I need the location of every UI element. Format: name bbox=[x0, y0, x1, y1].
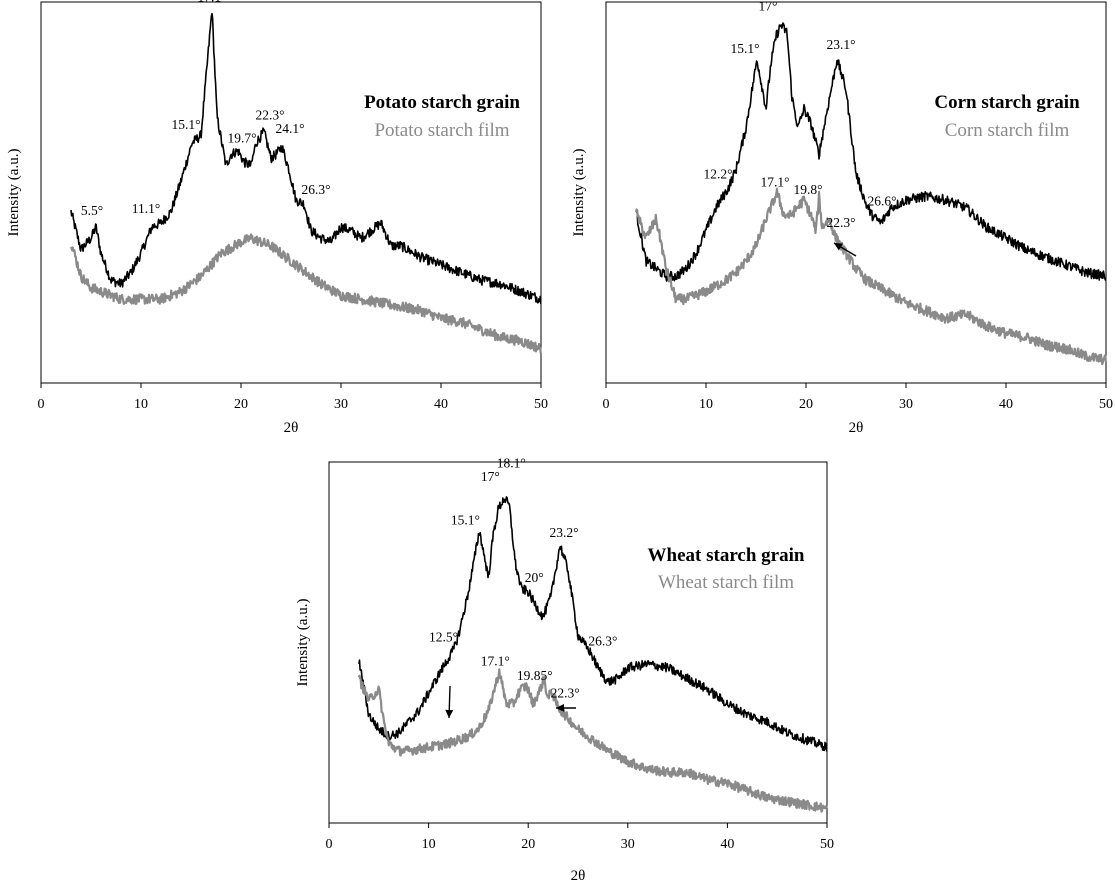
x-tick-label: 50 bbox=[534, 397, 548, 412]
peak-label: 17° bbox=[759, 0, 778, 13]
plot-frame bbox=[40, 1, 542, 384]
peak-label: 26.3° bbox=[588, 633, 617, 648]
peak-label: 17° bbox=[481, 469, 500, 484]
x-tick-label: 30 bbox=[899, 397, 913, 412]
wheat-12-5-arrow-head bbox=[445, 709, 454, 718]
x-axis-label: 2θ bbox=[284, 420, 299, 436]
peak-label: 24.1° bbox=[275, 121, 304, 136]
chart-panel-3: 0 10 20 30 40 50 2θ Intensity (a.u.) Wheat starc… bbox=[295, 455, 834, 884]
peak-label: 15.1° bbox=[171, 117, 200, 132]
series-line-grain bbox=[358, 496, 828, 752]
x-tick-label: 40 bbox=[434, 397, 448, 412]
x-tick-label: 20 bbox=[234, 397, 248, 412]
x-tick-label: 50 bbox=[820, 837, 834, 852]
peak-label: 26.3° bbox=[301, 182, 330, 197]
plot-frame bbox=[605, 1, 1107, 384]
corn-22-3-arrow-head bbox=[834, 243, 843, 251]
legend-film: Potato starch film bbox=[374, 120, 509, 141]
peak-label: 26.6° bbox=[867, 193, 896, 208]
peak-label: 20° bbox=[525, 570, 544, 585]
x-tick-label: 20 bbox=[799, 397, 813, 412]
y-axis-label: Intensity (a.u.) bbox=[295, 599, 311, 687]
x-tick-label: 30 bbox=[334, 397, 348, 412]
x-axis-label: 2θ bbox=[571, 868, 586, 884]
x-tick-label: 50 bbox=[1099, 397, 1113, 412]
x-tick-label: 40 bbox=[720, 837, 734, 852]
x-tick-label: 0 bbox=[38, 397, 45, 412]
peak-label: 23.2° bbox=[550, 525, 579, 540]
peak-label: 22.3° bbox=[551, 685, 580, 700]
x-tick-label: 0 bbox=[326, 837, 333, 852]
peak-label: 5.5° bbox=[81, 203, 103, 218]
peak-label: 11.1° bbox=[132, 201, 161, 216]
x-tick-label: 10 bbox=[699, 397, 713, 412]
series-line-grain bbox=[70, 12, 542, 305]
peak-label: 15.1° bbox=[451, 513, 480, 528]
legend-grain: Wheat starch grain bbox=[648, 545, 805, 566]
peak-label: 22.3° bbox=[255, 108, 284, 123]
series-line-film bbox=[69, 233, 542, 354]
peak-label: 17.1° bbox=[197, 0, 226, 5]
chart-panel-2: 0 10 20 30 40 50 2θ Intensity (a.u.) Corn starch… bbox=[571, 0, 1113, 436]
legend-grain: Corn starch grain bbox=[934, 92, 1080, 113]
peak-label: 12.5° bbox=[429, 630, 458, 645]
peak-label: 17.1° bbox=[481, 653, 510, 668]
peak-label: 18.1° bbox=[497, 455, 526, 470]
x-tick-label: 30 bbox=[621, 837, 635, 852]
y-axis-label: Intensity (a.u.) bbox=[571, 149, 587, 237]
peak-label: 23.1° bbox=[826, 37, 855, 52]
x-tick-label: 10 bbox=[134, 397, 148, 412]
series-line-film bbox=[357, 668, 828, 813]
peak-label: 17.1° bbox=[760, 175, 789, 190]
peak-label: 12.2° bbox=[703, 167, 732, 182]
legend-grain: Potato starch grain bbox=[364, 92, 520, 113]
peak-label: 19.85° bbox=[517, 668, 553, 683]
chart-panel-1: 0 10 20 30 40 50 2θ Intensity (a.u.) Potato star… bbox=[6, 0, 548, 436]
x-axis-label: 2θ bbox=[849, 420, 864, 436]
plot-frame bbox=[328, 461, 828, 824]
legend-film: Wheat starch film bbox=[658, 572, 794, 593]
wheat-22-3-arrow-head bbox=[556, 704, 564, 712]
peak-label: 22.3° bbox=[826, 215, 855, 230]
x-tick-label: 20 bbox=[521, 837, 535, 852]
x-tick-label: 10 bbox=[422, 837, 436, 852]
y-axis-label: Intensity (a.u.) bbox=[6, 149, 22, 237]
peak-label: 15.1° bbox=[730, 41, 759, 56]
series-line-film bbox=[634, 187, 1107, 366]
peak-label: 19.8° bbox=[793, 182, 822, 197]
series-line-grain bbox=[635, 22, 1107, 282]
legend-film: Corn starch film bbox=[945, 120, 1070, 141]
peak-label: 19.7° bbox=[227, 131, 256, 146]
x-tick-label: 0 bbox=[603, 397, 610, 412]
x-tick-label: 40 bbox=[999, 397, 1013, 412]
